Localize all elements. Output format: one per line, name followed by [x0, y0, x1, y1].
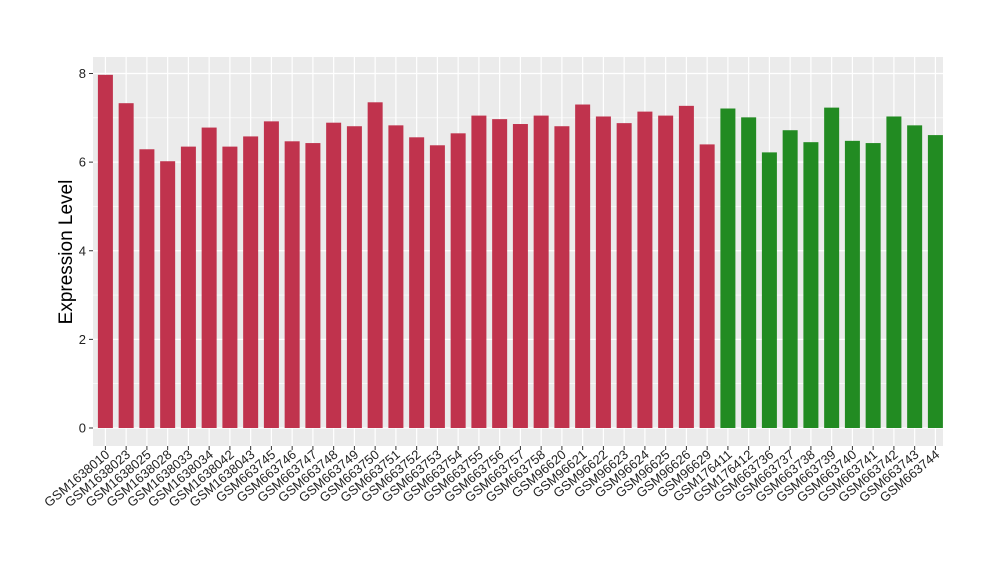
bar-GSM176411	[720, 108, 736, 428]
y-tick-label: 0	[79, 421, 86, 436]
bar-GSM663747	[305, 143, 321, 428]
y-tick-label: 2	[79, 332, 86, 347]
bar-GSM663752	[409, 137, 425, 428]
bar-GSM1638043	[243, 136, 259, 429]
bar-GSM663749	[346, 126, 362, 428]
bar-GSM96626	[678, 105, 694, 428]
bar-GSM663748	[326, 122, 342, 428]
y-tick-label: 6	[79, 155, 86, 170]
bar-GSM663750	[367, 102, 383, 429]
bar-GSM663757	[512, 124, 528, 429]
bar-GSM663736	[761, 152, 777, 428]
bar-GSM1638010	[97, 74, 113, 428]
bar-GSM96622	[595, 116, 611, 428]
bar-GSM663751	[388, 125, 404, 428]
bar-GSM96621	[575, 104, 591, 429]
bar-GSM663755	[471, 115, 487, 428]
bar-GSM663754	[450, 133, 466, 428]
bar-GSM663758	[533, 115, 549, 428]
bars	[97, 74, 943, 429]
bar-GSM1638023	[118, 103, 134, 428]
bar-GSM663753	[429, 145, 445, 429]
bar-GSM96623	[616, 123, 632, 428]
bar-GSM663742	[886, 116, 902, 428]
bar-GSM663741	[865, 143, 881, 428]
bar-GSM1638034	[201, 127, 217, 428]
bar-GSM663745	[263, 121, 279, 429]
y-axis: 0 2 4 6 8	[79, 66, 93, 436]
bar-GSM663743	[907, 125, 923, 428]
bar-GSM663756	[492, 119, 508, 428]
bar-GSM96624	[637, 111, 653, 429]
bar-GSM1638025	[139, 149, 155, 428]
bar-GSM663746	[284, 141, 300, 429]
bar-GSM663739	[824, 107, 840, 429]
bar-GSM663737	[782, 130, 798, 428]
y-tick-label: 8	[79, 66, 86, 81]
bar-GSM96629	[699, 144, 715, 428]
y-tick-label: 4	[79, 243, 86, 258]
y-axis-title: Expression Level	[56, 180, 77, 325]
x-axis: GSM1638010GSM1638023GSM1638025GSM1638028…	[41, 446, 942, 510]
bar-GSM663740	[844, 140, 860, 428]
bar-GSM663744	[927, 135, 943, 428]
bar-GSM663738	[803, 142, 819, 428]
bar-GSM1638033	[180, 146, 196, 428]
bar-GSM96620	[554, 126, 570, 428]
bar-GSM1638028	[160, 161, 176, 429]
bar-GSM96625	[658, 115, 674, 428]
bar-GSM176412	[741, 117, 757, 429]
bar-GSM1638042	[222, 146, 238, 428]
